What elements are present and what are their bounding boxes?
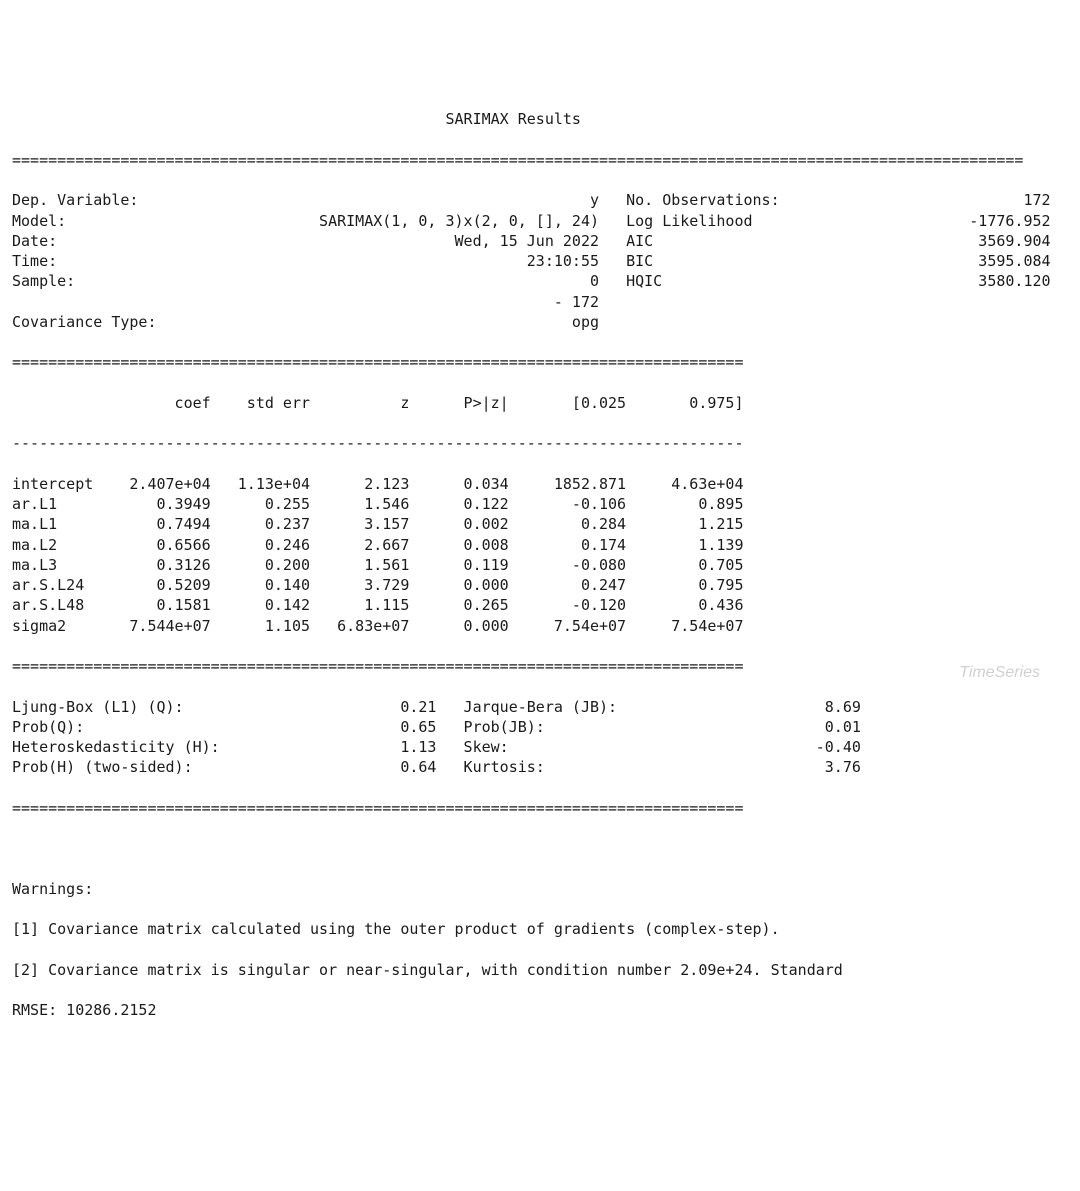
rmse-line: RMSE: 10286.2152 [12, 1000, 1068, 1020]
coef-header-row: coef std err z P>|z| [0.025 0.975] [12, 393, 1068, 413]
warnings-header: Warnings: [12, 879, 1068, 899]
summary-top-block: Dep. Variable: y No. Observations: 172 M… [12, 190, 1068, 332]
coef-rows-block: intercept 2.407e+04 1.13e+04 2.123 0.034… [12, 474, 1068, 636]
warning-line-2: [2] Covariance matrix is singular or nea… [12, 960, 1068, 980]
warning-line-1: [1] Covariance matrix calculated using t… [12, 919, 1068, 939]
hr-diag-top: ========================================… [12, 656, 1068, 676]
diagnostics-block: Ljung-Box (L1) (Q): 0.21 Jarque-Bera (JB… [12, 697, 1068, 778]
hr-diag-bottom: ========================================… [12, 798, 1068, 818]
blank-line [12, 838, 1068, 858]
hr-coef-mid: ----------------------------------------… [12, 433, 1068, 453]
sarimax-results-output: SARIMAX Results ========================… [12, 89, 1068, 1041]
report-title: SARIMAX Results [12, 109, 1068, 129]
hr-top: ========================================… [12, 150, 1068, 170]
hr-coef-top: ========================================… [12, 352, 1068, 372]
